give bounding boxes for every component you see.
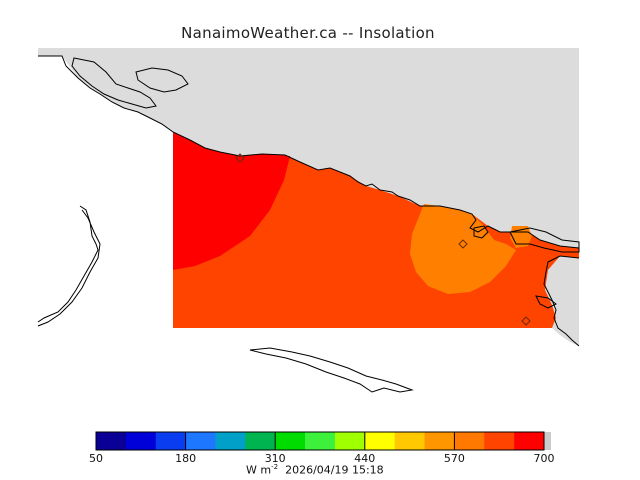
island-gabriola: [509, 227, 580, 253]
colorbar-segment: [96, 432, 127, 450]
colorbar-segment: [155, 432, 186, 450]
colorbar-border: [95, 431, 545, 451]
colorbar-segment: [334, 432, 366, 450]
station-marker-nw: [235, 153, 245, 163]
colorbar-tick-label: 440: [354, 452, 376, 465]
station-marker-se: [521, 316, 531, 326]
colorbar: [95, 431, 551, 451]
units-label: W m: [246, 463, 272, 477]
colorbar-tick-label: 310: [264, 452, 286, 465]
colorbar-segment: [245, 432, 276, 450]
colorbar-segment: [305, 432, 336, 450]
colorbar-tick-label: 570: [443, 452, 465, 465]
colorbar-shadow: [544, 432, 551, 450]
colorbar-segment: [394, 432, 425, 450]
island-west: [37, 205, 101, 327]
island-north-small: [135, 67, 189, 93]
mainland-coastline: [38, 55, 580, 249]
colorbar-segment: [185, 432, 216, 450]
colorbar-segment: [424, 432, 455, 450]
colorbar-tick-label: 180: [175, 452, 197, 465]
colorbar-segment: [364, 432, 395, 450]
island-south: [249, 347, 414, 393]
island-newcastle: [473, 225, 489, 239]
units-exponent: -2: [271, 463, 279, 471]
timestamp: 2026/04/19 15:18: [285, 463, 384, 477]
insolation-region-lower: [410, 204, 516, 294]
colorbar-segment: [215, 432, 246, 450]
station-markers: [235, 153, 531, 326]
island-north-large: [71, 57, 157, 109]
colorbar-tick-label: 700: [533, 452, 555, 465]
colorbar-segment: [454, 432, 485, 450]
station-marker-center: [458, 239, 468, 249]
map-title: NanaimoWeather.ca -- Insolation: [181, 24, 435, 42]
lower-coastline: [543, 255, 580, 347]
colorbar-segment: [125, 432, 157, 450]
colorbar-segment: [514, 432, 545, 450]
sea-area: [38, 56, 579, 480]
lower-inlet: [535, 295, 557, 309]
coastlines: [37, 55, 580, 393]
colorbar-footer: W m-2 2026/04/19 15:18: [246, 463, 384, 477]
colorbar-segment: [275, 432, 306, 450]
colorbar-tick-label: 50: [89, 452, 103, 465]
insolation-region-high: [173, 132, 290, 270]
colorbar-segment: [484, 432, 515, 450]
